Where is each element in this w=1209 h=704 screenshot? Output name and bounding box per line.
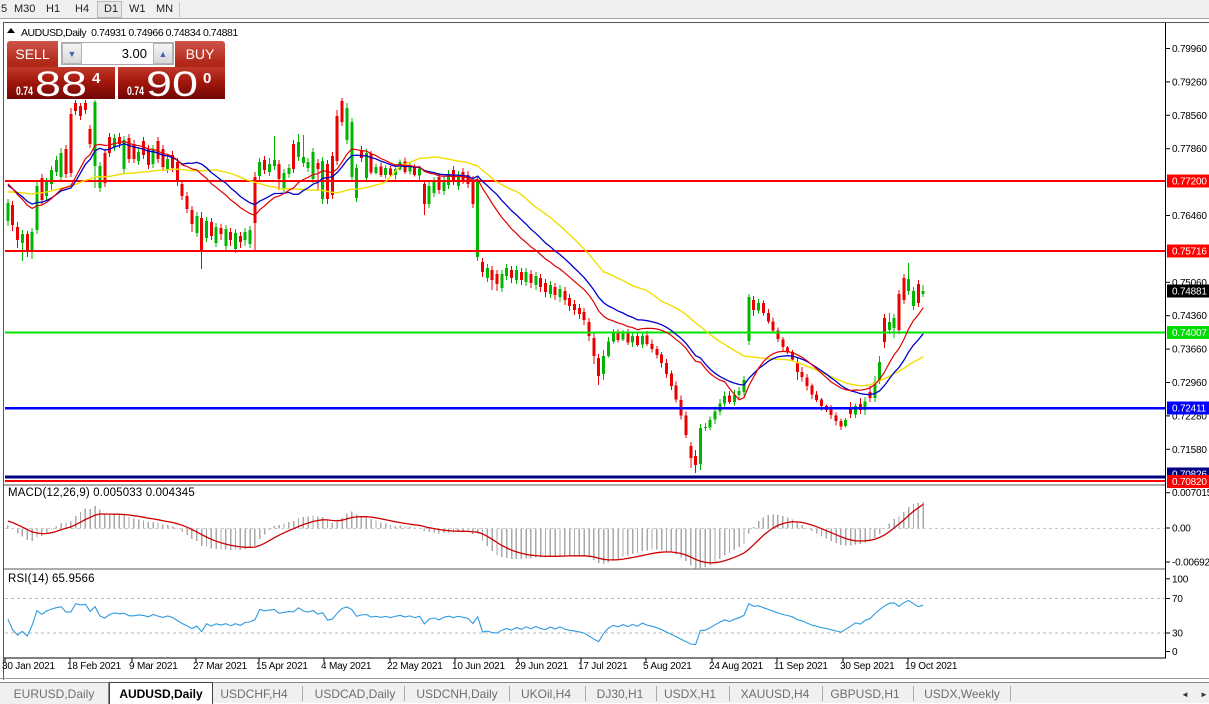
svg-text:0: 0 bbox=[203, 70, 211, 87]
svg-text:0: 0 bbox=[1172, 647, 1178, 658]
svg-text:4 May 2021: 4 May 2021 bbox=[321, 661, 372, 672]
svg-text:100: 100 bbox=[1172, 574, 1189, 585]
svg-text:0.007015: 0.007015 bbox=[1172, 488, 1209, 499]
svg-text:0.75716: 0.75716 bbox=[1172, 247, 1207, 258]
svg-text:19 Oct 2021: 19 Oct 2021 bbox=[905, 661, 958, 672]
svg-text:0.79260: 0.79260 bbox=[1172, 77, 1207, 88]
svg-text:0.75060: 0.75060 bbox=[1172, 278, 1207, 289]
svg-text:0.74: 0.74 bbox=[16, 84, 33, 98]
svg-text:0.74360: 0.74360 bbox=[1172, 311, 1207, 322]
svg-text:0.76460: 0.76460 bbox=[1172, 211, 1207, 222]
svg-text:29 Jun 2021: 29 Jun 2021 bbox=[515, 661, 568, 672]
svg-text:0.72960: 0.72960 bbox=[1172, 378, 1207, 389]
svg-text:0.78560: 0.78560 bbox=[1172, 111, 1207, 122]
svg-text:4: 4 bbox=[92, 70, 101, 87]
svg-text:-0.006923: -0.006923 bbox=[1172, 558, 1209, 569]
svg-text:11 Sep 2021: 11 Sep 2021 bbox=[774, 661, 828, 672]
svg-text:27 Mar 2021: 27 Mar 2021 bbox=[193, 661, 248, 672]
svg-text:0.00: 0.00 bbox=[1172, 524, 1191, 535]
svg-text:0.79960: 0.79960 bbox=[1172, 44, 1207, 55]
svg-text:24 Aug 2021: 24 Aug 2021 bbox=[709, 661, 764, 672]
svg-text:9 Mar 2021: 9 Mar 2021 bbox=[129, 661, 178, 672]
svg-text:15 Apr 2021: 15 Apr 2021 bbox=[256, 661, 308, 672]
svg-text:70: 70 bbox=[1172, 594, 1183, 605]
svg-text:0.71580: 0.71580 bbox=[1172, 445, 1207, 456]
svg-text:0.77860: 0.77860 bbox=[1172, 144, 1207, 155]
svg-text:0.72280: 0.72280 bbox=[1172, 411, 1207, 422]
svg-text:5 Aug 2021: 5 Aug 2021 bbox=[643, 661, 692, 672]
svg-text:88: 88 bbox=[35, 65, 87, 99]
svg-text:10 Jun 2021: 10 Jun 2021 bbox=[452, 661, 505, 672]
svg-text:0.74881: 0.74881 bbox=[1172, 287, 1207, 298]
svg-text:0.72411: 0.72411 bbox=[1172, 404, 1207, 415]
svg-text:17 Jul 2021: 17 Jul 2021 bbox=[578, 661, 628, 672]
svg-text:0.73660: 0.73660 bbox=[1172, 345, 1207, 356]
svg-text:30 Sep 2021: 30 Sep 2021 bbox=[840, 661, 895, 672]
svg-text:90: 90 bbox=[146, 65, 198, 99]
svg-text:0.70820: 0.70820 bbox=[1172, 477, 1207, 488]
svg-text:30: 30 bbox=[1172, 629, 1183, 640]
svg-text:0.74: 0.74 bbox=[127, 84, 144, 98]
svg-text:30 Jan 2021: 30 Jan 2021 bbox=[2, 661, 55, 672]
svg-text:22 May 2021: 22 May 2021 bbox=[387, 661, 443, 672]
svg-text:18 Feb 2021: 18 Feb 2021 bbox=[67, 661, 122, 672]
svg-text:0.74007: 0.74007 bbox=[1172, 328, 1207, 339]
svg-text:0.77200: 0.77200 bbox=[1172, 177, 1207, 188]
